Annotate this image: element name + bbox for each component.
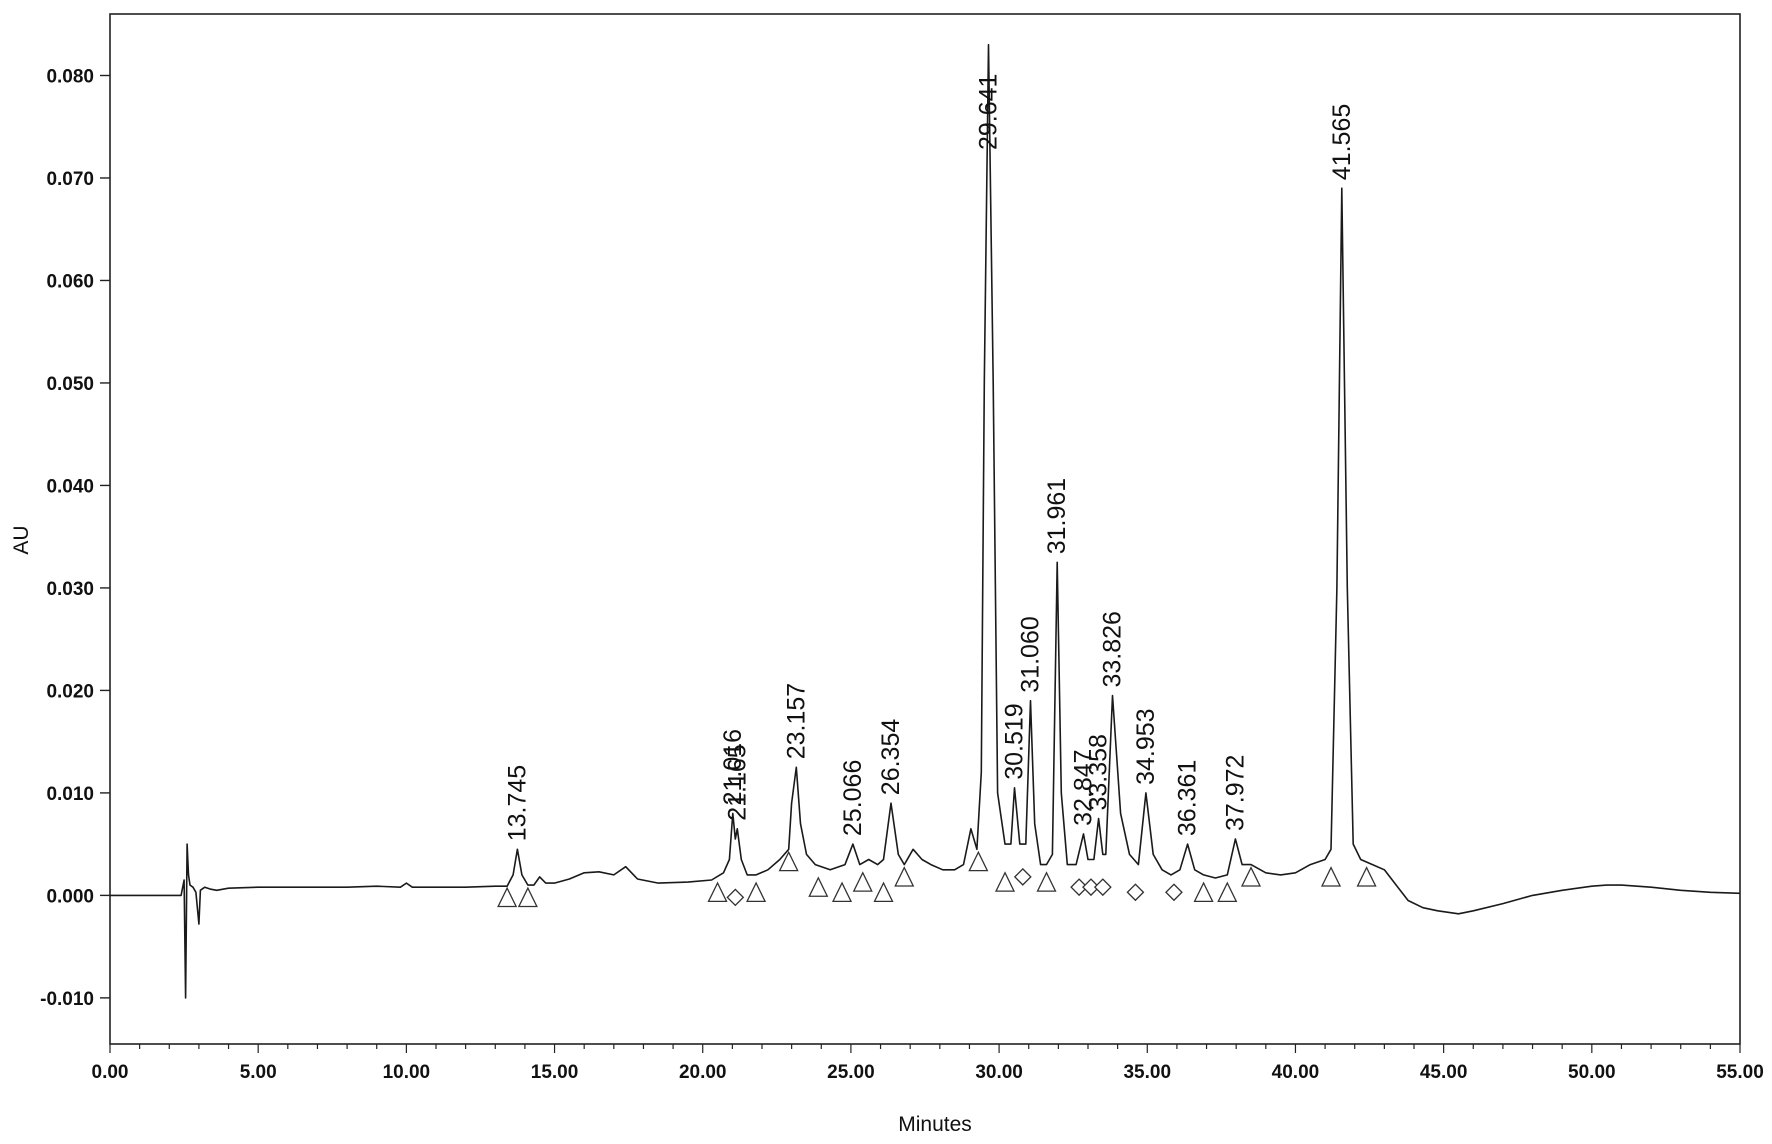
- y-tick-label: 0.010: [46, 784, 94, 805]
- plot-frame: [109, 13, 1741, 1045]
- triangle-marker: [852, 871, 873, 892]
- peak-label: 25.066: [839, 760, 867, 836]
- plot-border: [109, 13, 1741, 1045]
- diamond-marker: [1082, 878, 1100, 897]
- triangle-marker: [707, 881, 728, 903]
- peak-label: 34.953: [1132, 708, 1160, 784]
- diamond-marker: [726, 888, 745, 907]
- triangle-marker: [873, 881, 894, 903]
- triangle-marker: [1036, 871, 1057, 892]
- x-tick-label: 10.00: [383, 1062, 431, 1083]
- diamond-marker: [1093, 878, 1112, 897]
- y-tick-label: 0.080: [46, 66, 94, 87]
- x-tick-label: 5.00: [240, 1062, 277, 1083]
- triangle-marker: [994, 871, 1016, 892]
- y-tick-label: 0.060: [46, 271, 94, 292]
- x-axis: 0.00 5.00 10.00 15.00 20.00 25.00 30.00 35.00 40…: [92, 1044, 1764, 1083]
- x-tick-label: 40.00: [1272, 1062, 1320, 1083]
- y-axis-title: AU: [10, 525, 33, 554]
- integration-markers: [497, 850, 1377, 908]
- x-tick-label: 15.00: [531, 1062, 579, 1083]
- triangle-marker: [1240, 866, 1262, 887]
- diamond-marker: [1013, 867, 1032, 886]
- triangle-marker: [1217, 881, 1238, 903]
- peak-label: 37.972: [1221, 755, 1249, 831]
- peak-label: 13.745: [503, 765, 531, 841]
- peak-label: 33.826: [1099, 611, 1127, 687]
- peak-label: 41.565: [1328, 104, 1356, 180]
- peak-label: 31.961: [1043, 478, 1071, 554]
- triangle-marker: [1193, 881, 1214, 903]
- chromatogram-trace: [110, 43, 1741, 999]
- x-tick-label: 25.00: [827, 1062, 875, 1083]
- y-tick-label: 0.030: [46, 579, 94, 600]
- peak-label: 21.165: [723, 744, 751, 820]
- chromatogram-line: [110, 43, 1741, 999]
- x-axis-title: Minutes: [898, 1113, 972, 1136]
- triangle-marker: [497, 886, 518, 908]
- triangle-marker: [746, 881, 767, 903]
- triangle-marker: [1356, 866, 1377, 887]
- peak-label: 29.641: [975, 74, 1003, 150]
- y-tick-label: 0.070: [46, 169, 94, 190]
- x-tick-label: 55.00: [1716, 1062, 1764, 1083]
- triangle-marker: [894, 866, 915, 887]
- peak-label: 33.358: [1085, 734, 1113, 810]
- peak-label: 23.157: [782, 683, 810, 759]
- peak-label: 21.016: [719, 729, 747, 805]
- y-tick-label: 0.000: [46, 886, 94, 907]
- x-tick-label: 50.00: [1568, 1062, 1616, 1083]
- peak-label: 31.060: [1017, 616, 1045, 692]
- diamond-marker: [1126, 883, 1145, 902]
- x-tick-label: 35.00: [1123, 1062, 1171, 1083]
- x-tick-label: 20.00: [679, 1062, 727, 1083]
- triangle-marker: [517, 886, 538, 908]
- x-tick-label: 45.00: [1420, 1062, 1468, 1083]
- peak-label: 36.361: [1174, 760, 1202, 836]
- diamond-marker: [1070, 878, 1089, 897]
- triangle-marker: [1320, 866, 1342, 887]
- y-tick-label: 0.050: [46, 374, 94, 395]
- peak-label: 30.519: [1001, 703, 1029, 779]
- triangle-marker: [808, 876, 829, 897]
- triangle-marker: [968, 850, 989, 872]
- peak-label: 26.354: [877, 719, 905, 796]
- diamond-marker: [1165, 883, 1183, 902]
- triangle-marker: [831, 881, 853, 903]
- y-axis: -0.010 0.000 0.010 0.020 0.030 0.040 0.050 0.06…: [40, 66, 110, 1010]
- peak-label: 32.847: [1070, 749, 1098, 825]
- y-tick-label: -0.010: [40, 989, 94, 1010]
- x-tick-label: 0.00: [92, 1062, 129, 1083]
- y-tick-label: 0.040: [46, 476, 94, 497]
- y-tick-label: 0.020: [46, 681, 94, 702]
- triangle-marker: [778, 850, 799, 872]
- x-tick-label: 30.00: [975, 1062, 1023, 1083]
